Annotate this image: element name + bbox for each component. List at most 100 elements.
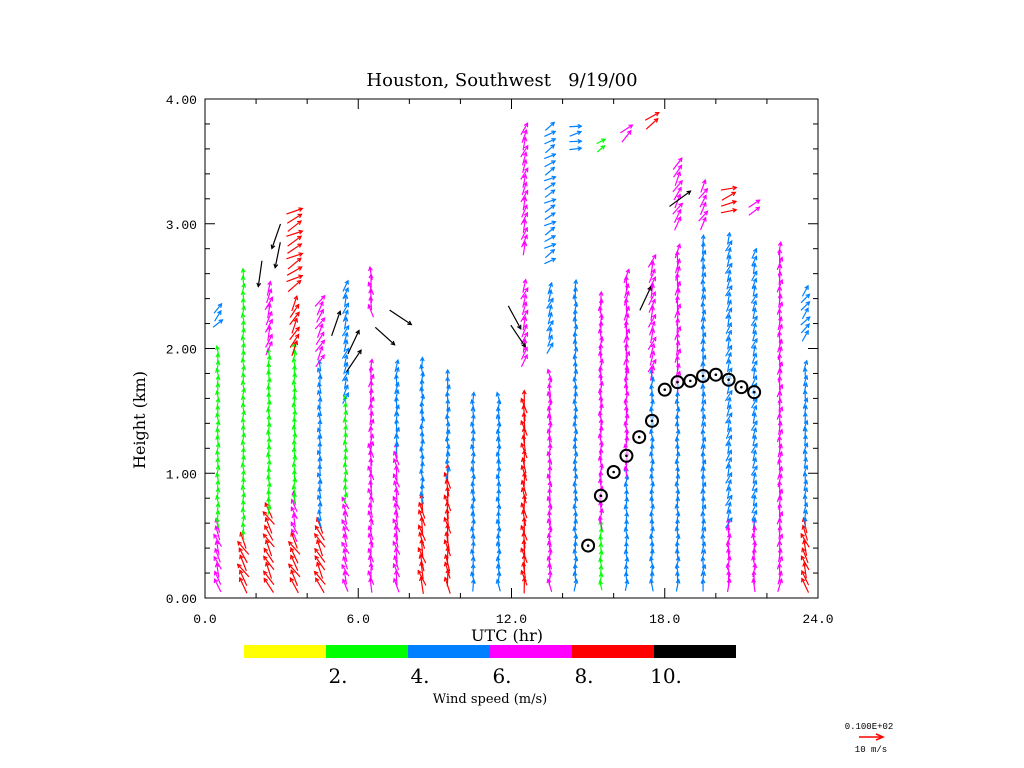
wind-arrow-shaft [544, 167, 555, 176]
wind-arrow-shaft [367, 466, 375, 481]
wind-arrow-head [624, 579, 630, 585]
wind-arrow [314, 555, 326, 571]
wind-arrow-shaft [751, 405, 757, 417]
wind-arrow-head [700, 233, 706, 240]
wind-arrow-head [523, 211, 529, 217]
wind-arrow-head [297, 266, 303, 271]
wind-arrow-shaft [701, 444, 705, 457]
wind-arrow-head [266, 504, 272, 510]
wind-arrow-head [778, 555, 784, 561]
wind-arrow-shaft [520, 227, 528, 240]
x-tick-label: 18.0 [649, 612, 680, 627]
wind-arrow-shaft [507, 305, 522, 330]
wind-arrow-shaft [445, 429, 450, 442]
wind-arrow-shaft [752, 472, 756, 484]
wind-arrow [316, 538, 324, 557]
wind-arrow [265, 340, 273, 356]
wind-arrow [214, 547, 221, 563]
wind-arrow-head [517, 324, 522, 330]
wind-arrow-shaft [522, 197, 526, 211]
wind-arrow-shaft [240, 532, 247, 549]
wind-arrow-head [650, 503, 655, 509]
wind-arrow-shaft [777, 324, 783, 338]
wind-arrow [367, 465, 375, 481]
wind-arrow-head [726, 396, 732, 402]
wind-arrow-shaft [778, 519, 781, 533]
wind-arrow-shaft [777, 316, 782, 331]
wind-arrow-shaft [263, 570, 275, 586]
wind-arrow-shaft [317, 368, 323, 379]
wind-arrow-head [651, 298, 656, 304]
wind-arrow-head [290, 554, 295, 560]
wind-arrow-head [752, 255, 758, 261]
wind-arrow-shaft [624, 283, 629, 299]
wind-arrow [650, 526, 655, 540]
wind-arrow-shaft [242, 268, 245, 279]
wind-arrow-shaft [289, 311, 300, 326]
wind-arrow [674, 170, 682, 186]
wind-arrow-head [548, 311, 553, 317]
wind-arrow [598, 507, 604, 523]
wind-arrow-head [523, 167, 529, 173]
wind-arrow [341, 503, 349, 518]
mixing-height-marker-center [625, 454, 628, 458]
wind-arrow-head [572, 293, 578, 300]
wind-arrow-shaft [544, 153, 556, 160]
wind-arrow-head [263, 570, 268, 576]
wind-arrow-head [418, 553, 424, 559]
wind-arrow-head [317, 464, 323, 470]
wind-arrow [341, 347, 350, 359]
wind-arrow-shaft [394, 359, 399, 372]
wind-arrow-shaft [752, 578, 756, 593]
wind-arrow-shaft [639, 286, 652, 311]
wind-arrow-shaft [701, 572, 705, 585]
wind-arrow-head [495, 578, 501, 584]
wind-arrow-shaft [675, 266, 680, 281]
wind-arrow-head [649, 578, 654, 584]
wind-arrow-head [650, 458, 655, 464]
wind-arrow-head [676, 193, 682, 199]
wind-arrow-shaft [368, 304, 375, 318]
wind-arrow-shaft [496, 542, 501, 555]
wind-arrow-head [343, 338, 349, 345]
wind-arrow-shaft [569, 140, 582, 143]
wind-arrow-shaft [674, 304, 681, 318]
wind-arrow-shaft [242, 478, 245, 489]
wind-arrow-head [266, 429, 271, 435]
wind-arrow-head [651, 276, 657, 282]
wind-arrow-head [268, 340, 273, 346]
wind-arrow [649, 548, 655, 562]
wind-arrow [752, 366, 757, 379]
wind-arrow-head [292, 454, 298, 460]
wind-arrow-head [623, 420, 629, 426]
wind-arrow-head [295, 311, 300, 317]
wind-arrow-head [805, 301, 811, 306]
wind-arrow [752, 471, 757, 484]
wind-arrow [289, 577, 299, 594]
wind-arrow-shaft [650, 474, 654, 487]
wind-arrow [262, 533, 275, 548]
wind-arrow-shaft [676, 572, 679, 585]
wind-arrow-head [342, 484, 348, 490]
wind-arrow-head [215, 412, 220, 418]
wind-arrow-head [215, 345, 220, 351]
wind-arrow [777, 240, 783, 256]
wind-arrow-head [317, 486, 323, 492]
wind-arrow-shaft [315, 332, 325, 345]
wind-arrow-head [520, 547, 525, 553]
wind-arrow-head [626, 129, 632, 135]
wind-arrow-head [240, 529, 246, 535]
wind-arrow-head [573, 496, 579, 502]
wind-arrow-shaft [213, 303, 222, 314]
wind-arrow-shaft [446, 452, 450, 465]
wind-arrow [726, 508, 732, 522]
wind-arrow-head [726, 463, 732, 469]
wind-arrow-head [777, 398, 783, 404]
wind-arrow-head [268, 318, 273, 324]
wind-arrow [726, 358, 732, 372]
wind-arrow-shaft [727, 315, 731, 328]
wind-arrow-shaft [700, 355, 706, 367]
wind-arrow-shaft [547, 290, 552, 303]
mixing-height-marker-center [676, 380, 679, 384]
wind-arrow-shaft [342, 556, 349, 570]
